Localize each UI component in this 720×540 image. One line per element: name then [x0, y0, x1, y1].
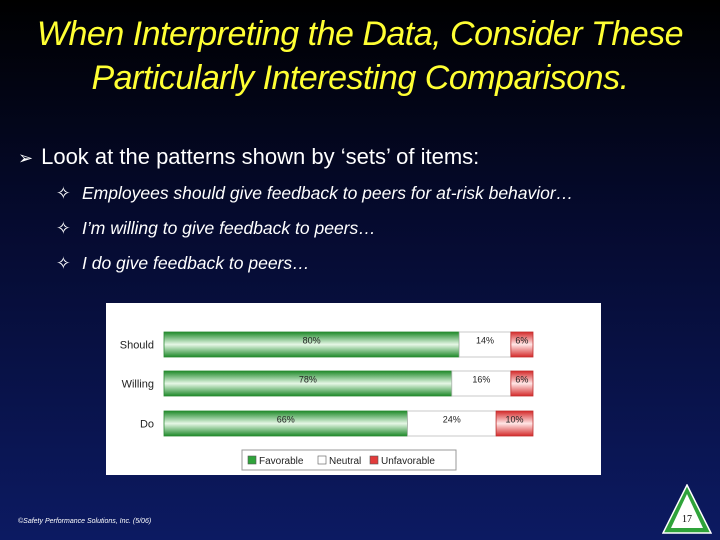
sub-bullet-text-2: I’m willing to give feedback to peers… — [82, 218, 376, 238]
sub-bullet-text-1: Employees should give feedback to peers … — [82, 183, 574, 203]
main-bullet: ➢ Look at the patterns shown by ‘sets’ of… — [18, 144, 479, 170]
legend-swatch — [247, 455, 257, 465]
chart-legend: Favorable Neutral Unfavorable — [241, 449, 457, 471]
category-label: Willing — [122, 379, 154, 391]
sub-bullet-text-3: I do give feedback to peers… — [82, 253, 310, 273]
page-number: 17 — [682, 514, 692, 525]
bar-segment-neutral — [451, 370, 512, 397]
arrow-right-icon: ➢ — [18, 148, 34, 168]
four-point-star-icon: ✧ — [56, 253, 71, 273]
legend-label: Favorable — [259, 456, 304, 467]
data-label: 24% — [443, 415, 461, 425]
data-label: 66% — [277, 415, 295, 425]
main-bullet-text: Look at the patterns shown by ‘sets’ of … — [41, 144, 480, 169]
legend-swatch — [369, 455, 379, 465]
bar-segment-neutral — [458, 331, 512, 358]
bar-segment-unfavorable — [510, 370, 534, 397]
four-point-star-icon: ✧ — [56, 218, 71, 238]
legend-swatch — [317, 455, 327, 465]
triangle-logo-icon: 17 — [662, 484, 712, 534]
title-line-1: When Interpreting the Data, Consider The… — [36, 15, 684, 53]
sub-bullet-1: ✧ Employees should give feedback to peers… — [56, 183, 573, 204]
data-label: 6% — [515, 375, 528, 385]
category-label: Should — [120, 340, 154, 352]
slide-title: When Interpreting the Data, Consider The… — [0, 12, 720, 100]
data-label: 78% — [299, 375, 317, 385]
data-label: 6% — [515, 336, 528, 346]
copyright-footer: ©Safety Performance Solutions, Inc. (5/0… — [18, 518, 152, 525]
bar-segment-unfavorable — [495, 410, 534, 437]
bar-segment-neutral — [407, 410, 497, 437]
legend-box — [241, 449, 457, 471]
bar-segment-favorable — [163, 331, 460, 358]
data-label: 10% — [506, 415, 524, 425]
data-label: 16% — [472, 375, 490, 385]
data-label: 80% — [303, 336, 321, 346]
sub-bullet-3: ✧ I do give feedback to peers… — [56, 253, 310, 274]
bar-segment-unfavorable — [510, 331, 534, 358]
legend-label: Unfavorable — [381, 456, 435, 467]
stacked-bar-chart: Should 80% 14% 6% Willing 78% 16% 6% Do 66% 24% 10%… — [120, 331, 534, 471]
category-label: Do — [140, 419, 154, 431]
sub-bullet-2: ✧ I’m willing to give feedback to peers… — [56, 218, 376, 239]
chart-panel: Should 80% 14% 6% Willing 78% 16% 6% Do 66% 24% 10%… — [106, 303, 601, 475]
bar-segment-favorable — [163, 410, 408, 437]
title-line-2: Particularly Interesting Comparisons. — [91, 59, 629, 97]
data-label: 14% — [476, 336, 494, 346]
legend-label: Neutral — [329, 456, 361, 467]
bar-segment-favorable — [163, 370, 453, 397]
four-point-star-icon: ✧ — [56, 183, 71, 203]
